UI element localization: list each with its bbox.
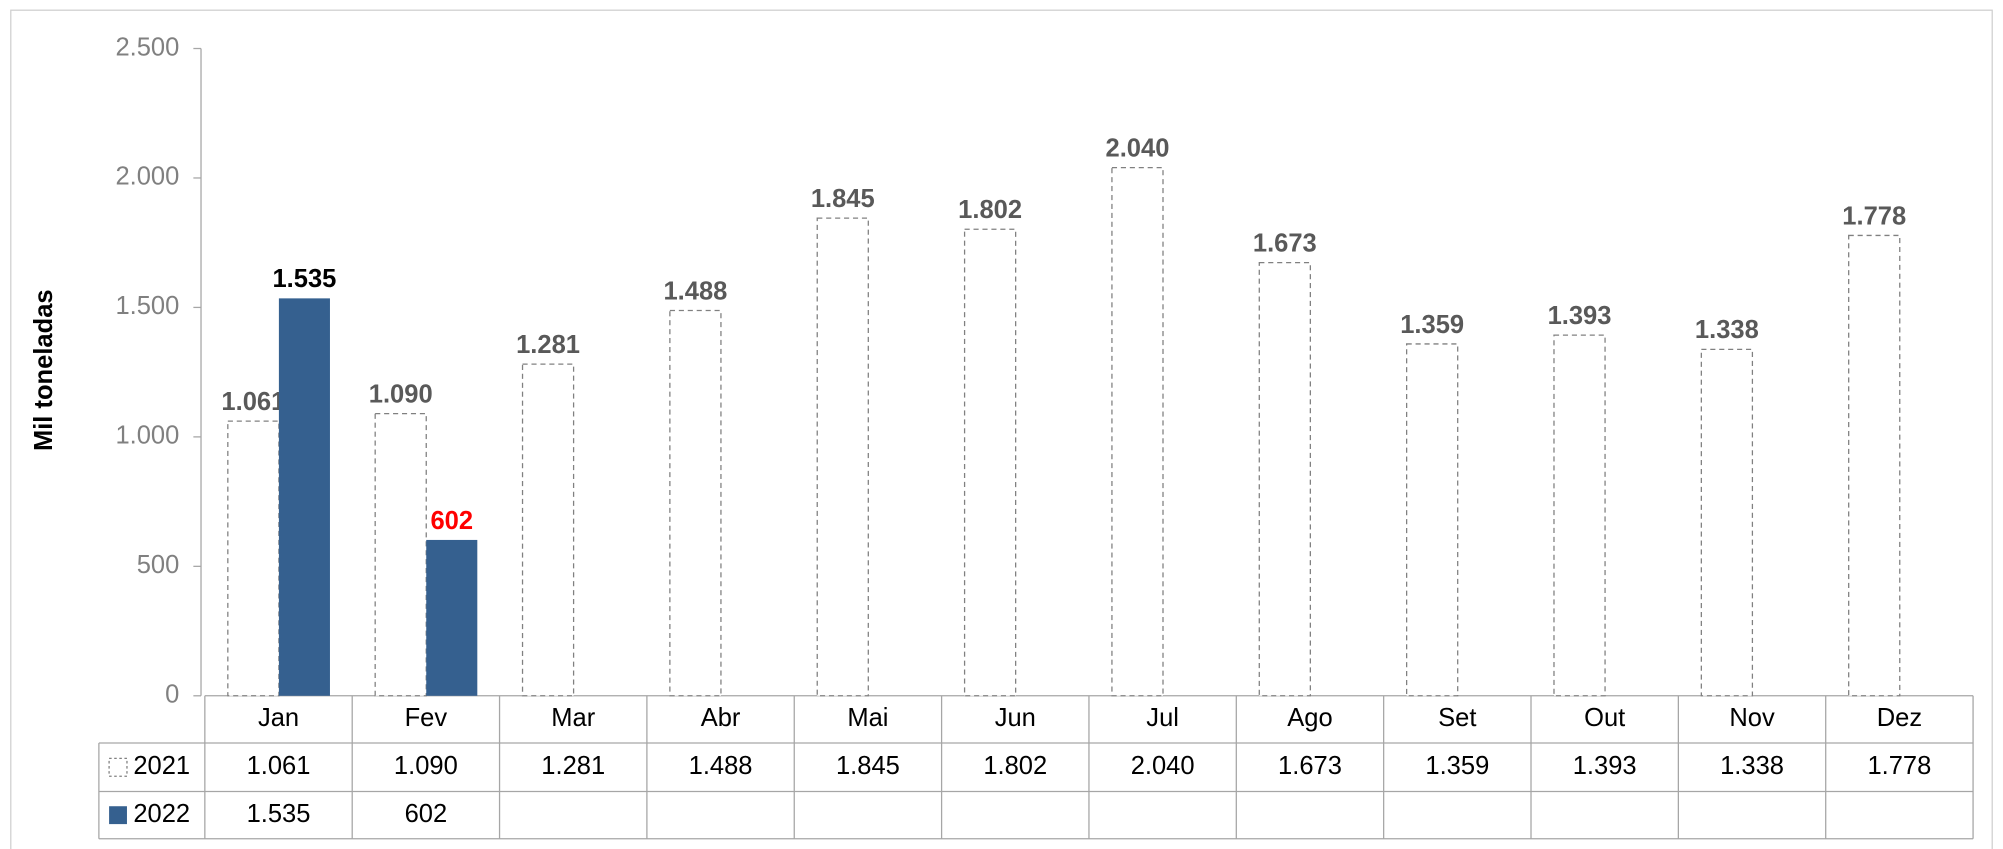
table-cell: 1.281	[541, 752, 605, 780]
data-label: 1.061	[221, 388, 285, 416]
bar	[1405, 343, 1459, 697]
x-tick-label: Ago	[1287, 704, 1332, 732]
bar	[1258, 261, 1311, 697]
x-tick-label: Fev	[405, 704, 448, 732]
legend-label: 2022	[133, 800, 190, 828]
bar	[1111, 166, 1164, 697]
data-label: 1.393	[1548, 302, 1612, 330]
data-label: 1.281	[516, 331, 580, 359]
table-cell: 1.393	[1573, 752, 1637, 780]
data-label: 1.090	[369, 380, 433, 408]
bar	[521, 363, 575, 697]
table-cell: 1.845	[836, 752, 900, 780]
data-label: 1.673	[1253, 230, 1317, 258]
bar	[227, 420, 280, 697]
x-tick-label: Mai	[847, 704, 888, 732]
data-label: 602	[430, 507, 473, 535]
bar	[1848, 234, 1901, 697]
data-label: 1.359	[1400, 311, 1464, 339]
data-label: 1.488	[663, 277, 727, 305]
legend-label: 2021	[133, 752, 190, 780]
x-tick-label: Abr	[701, 704, 741, 732]
data-label: 1.338	[1695, 316, 1759, 344]
table-cell: 1.061	[247, 752, 311, 780]
y-tick-label: 2.000	[115, 163, 179, 191]
x-tick-label: Nov	[1729, 704, 1775, 732]
y-tick-label: 0	[165, 681, 179, 709]
table-cell: 2.040	[1131, 752, 1195, 780]
y-tick-label: 500	[137, 551, 180, 579]
y-tick-label: 1.500	[115, 292, 179, 320]
x-tick-label: Out	[1584, 704, 1625, 732]
table-cell: 1.778	[1867, 752, 1931, 780]
data-label: 2.040	[1106, 134, 1170, 162]
table-cell: 1.338	[1720, 752, 1784, 780]
table-cell: 1.090	[394, 752, 458, 780]
table-cell: 1.673	[1278, 752, 1342, 780]
table-cell: 1.535	[247, 800, 311, 828]
data-label: 1.535	[272, 265, 336, 293]
data-label: 1.845	[811, 185, 875, 213]
x-tick-label: Set	[1438, 704, 1476, 732]
y-axis-title: Mil toneladas	[30, 289, 58, 451]
table-cell: 1.359	[1425, 752, 1489, 780]
bar	[816, 217, 869, 697]
legend-key	[109, 806, 127, 825]
bar	[1553, 334, 1606, 697]
x-tick-label: Jun	[995, 704, 1036, 732]
x-tick-label: Jan	[258, 704, 299, 732]
x-tick-label: Jul	[1146, 704, 1179, 732]
table-cell: 1.488	[689, 752, 753, 780]
table-cell: 602	[405, 800, 448, 828]
bar	[278, 298, 330, 696]
bar	[669, 309, 722, 697]
x-tick-label: Mar	[551, 704, 595, 732]
bar	[426, 539, 478, 696]
data-label: 1.778	[1842, 202, 1906, 230]
x-tick-label: Dez	[1877, 704, 1922, 732]
y-tick-label: 1.000	[115, 422, 179, 450]
data-label: 1.802	[958, 196, 1022, 224]
bar	[374, 412, 427, 697]
table-cell: 1.802	[983, 752, 1047, 780]
bar	[1700, 348, 1754, 697]
y-tick-label: 2.500	[115, 33, 179, 61]
legend-key	[108, 757, 128, 777]
bar	[963, 228, 1017, 697]
